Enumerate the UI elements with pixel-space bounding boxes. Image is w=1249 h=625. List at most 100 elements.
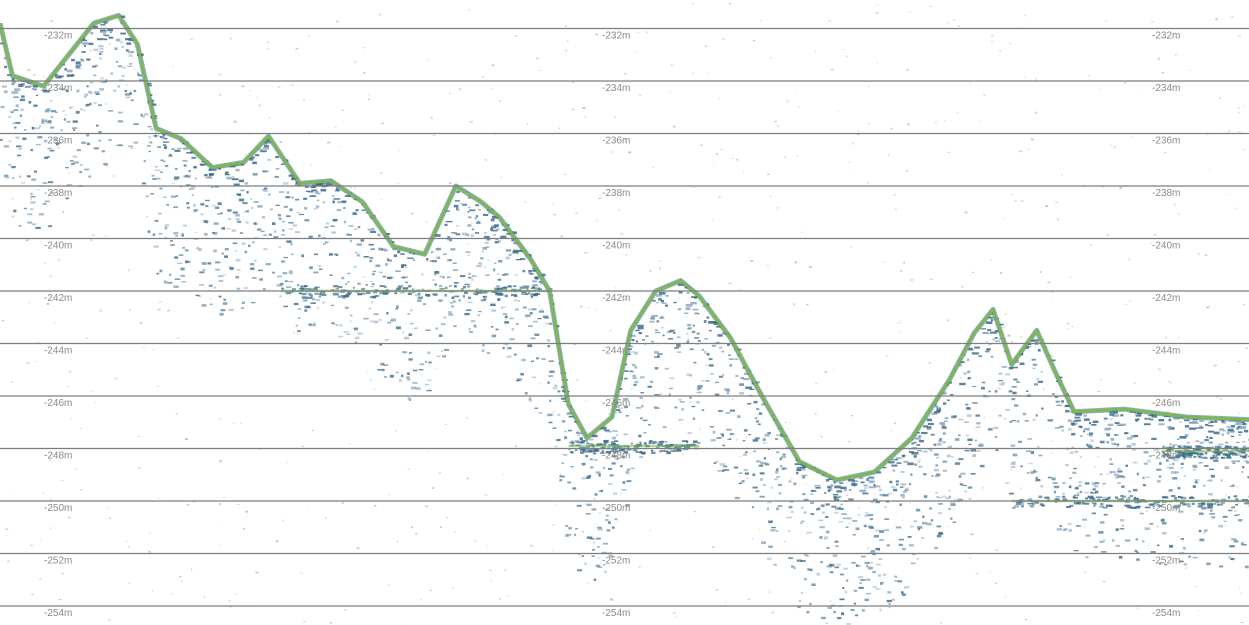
- echo-speck: [739, 383, 744, 386]
- echo-speck: [221, 227, 225, 230]
- echo-speck: [692, 417, 695, 420]
- echo-speck: [760, 478, 763, 481]
- echo-speck: [803, 498, 809, 501]
- school-echo-speck: [335, 287, 339, 290]
- echo-speck: [178, 254, 184, 256]
- noise-speck: [303, 98, 305, 101]
- echo-speck: [574, 440, 580, 443]
- echo-speck: [1133, 434, 1139, 438]
- noise-speck: [7, 560, 10, 563]
- echo-speck: [1125, 464, 1128, 467]
- noise-speck: [1215, 18, 1218, 21]
- echo-speck: [30, 201, 36, 204]
- echo-speck: [1210, 421, 1218, 423]
- echo-speck: [959, 483, 964, 486]
- echo-speck: [198, 248, 202, 251]
- echo-speck: [1183, 475, 1187, 477]
- echo-speck: [753, 400, 758, 404]
- echo-speck: [879, 608, 882, 612]
- echo-speck: [687, 328, 691, 330]
- echo-speck: [658, 298, 662, 301]
- echo-speck: [252, 161, 257, 165]
- noise-speck: [1110, 143, 1113, 146]
- echo-speck: [117, 120, 124, 123]
- noise-speck: [153, 348, 155, 351]
- school-echo-speck: [1178, 453, 1184, 457]
- noise-speck: [310, 163, 312, 166]
- echo-speck: [1206, 562, 1211, 566]
- school-echo-speck: [1120, 495, 1124, 498]
- echo-speck: [581, 477, 586, 480]
- noise-speck: [158, 497, 161, 500]
- echo-speck: [1198, 461, 1203, 464]
- noise-speck: [128, 545, 130, 548]
- echo-speck: [1204, 438, 1209, 442]
- school-echo-speck: [361, 292, 366, 295]
- noise-speck: [388, 494, 391, 496]
- noise-speck: [254, 259, 257, 262]
- noise-speck: [1034, 78, 1037, 81]
- school-echo-speck: [1162, 445, 1165, 448]
- echo-speck: [244, 182, 249, 185]
- echo-speck: [608, 483, 613, 485]
- echo-speck: [173, 206, 179, 209]
- school-echo-speck: [1047, 498, 1050, 501]
- echo-speck: [108, 139, 112, 141]
- echo-speck: [1067, 419, 1072, 422]
- echo-speck: [1095, 482, 1100, 485]
- echo-speck: [1114, 473, 1119, 477]
- echo-speck: [948, 507, 951, 511]
- school-echo-speck: [614, 450, 619, 453]
- echo-speck: [654, 407, 660, 409]
- noise-speck: [1136, 607, 1140, 609]
- echo-speck: [163, 141, 169, 143]
- echo-speck: [177, 262, 183, 264]
- echo-speck: [1082, 518, 1087, 521]
- school-echo-speck: [580, 451, 584, 454]
- echo-speck: [916, 444, 921, 446]
- echo-speck: [501, 274, 506, 276]
- echo-speck: [1060, 429, 1065, 432]
- school-echo-speck: [601, 450, 604, 453]
- echo-speck: [687, 432, 692, 435]
- school-echo-speck: [303, 285, 308, 288]
- school-echo-speck: [1218, 503, 1224, 506]
- echo-speck: [864, 561, 870, 564]
- echo-speck: [316, 192, 321, 195]
- echo-speck: [753, 450, 757, 453]
- echo-speck: [55, 84, 60, 86]
- echo-speck: [182, 247, 185, 249]
- noise-speck: [1173, 203, 1177, 206]
- school-echo-speck: [285, 291, 291, 295]
- echo-speck: [213, 249, 217, 253]
- school-echo-speck: [1073, 501, 1080, 505]
- echo-speck: [1079, 490, 1083, 494]
- noise-speck: [890, 127, 893, 130]
- echo-speck: [1228, 556, 1231, 559]
- noise-speck: [982, 486, 984, 489]
- echo-speck: [407, 372, 410, 375]
- echo-speck: [679, 400, 685, 403]
- echo-speck: [369, 259, 373, 263]
- echo-speck: [313, 322, 316, 325]
- echo-speck: [1199, 441, 1204, 444]
- echo-speck: [801, 474, 808, 477]
- echo-speck: [186, 202, 190, 205]
- echo-speck: [133, 141, 138, 144]
- echo-speck: [819, 536, 823, 539]
- echo-speck: [1144, 417, 1148, 420]
- echo-speck: [1067, 428, 1072, 431]
- echo-speck: [66, 74, 74, 77]
- echo-speck: [848, 489, 852, 491]
- echo-speck: [494, 226, 498, 228]
- noise-speck: [1168, 381, 1170, 383]
- school-echo-speck: [614, 446, 620, 449]
- echo-speck: [1191, 421, 1198, 423]
- echo-speck: [1130, 435, 1134, 438]
- echo-speck: [659, 316, 665, 319]
- echo-speck: [759, 472, 765, 475]
- echo-speck: [1008, 390, 1013, 393]
- echo-speck: [1161, 521, 1167, 525]
- echo-speck: [471, 275, 477, 277]
- echo-speck: [630, 351, 635, 353]
